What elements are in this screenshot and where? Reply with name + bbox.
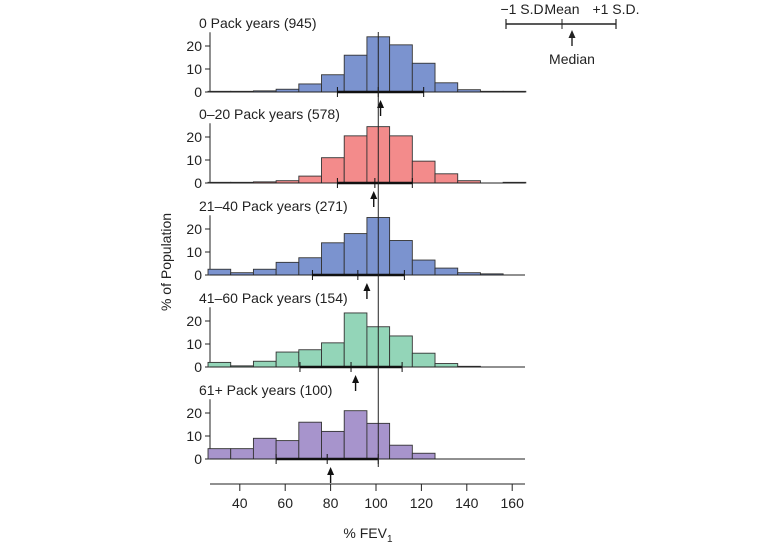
median-arrow-icon [327, 467, 335, 483]
y-tick-label: 20 [186, 129, 202, 145]
histogram-bar [321, 342, 345, 368]
y-axis-title: % of Population [158, 213, 174, 311]
histogram-bar [321, 74, 345, 93]
y-tick-label: 10 [186, 244, 202, 260]
histogram-bar [275, 261, 300, 276]
x-tick-label: 160 [501, 495, 525, 511]
x-axis: 40 60 80 100 120 140 160 [210, 483, 525, 511]
histogram-bar [298, 257, 322, 276]
histogram-bar [252, 268, 277, 276]
histogram-bar [411, 259, 436, 276]
panel-4: 61+ Pack years (100) 0 10 20 [186, 382, 525, 483]
histogram-bar [343, 312, 368, 368]
histogram-bar [252, 360, 277, 368]
histogram-bar [321, 242, 345, 276]
median-arrow-head [370, 191, 378, 199]
histogram-bar [434, 82, 459, 93]
y-tick-label: 0 [194, 267, 202, 283]
histogram-bar [207, 448, 232, 460]
median-arrow-icon [352, 375, 360, 391]
legend-plus-sd: +1 S.D. [592, 1, 639, 17]
y-tick-label: 20 [186, 38, 202, 54]
legend-mean: Mean [544, 1, 579, 17]
histogram-bar [411, 352, 436, 368]
histogram-bar [389, 240, 413, 276]
legend-median-arrow-icon [568, 30, 576, 46]
legend: −1 S.D. Mean +1 S.D. Median [500, 1, 639, 67]
y-tick-label: 0 [194, 84, 202, 100]
histogram-bar [252, 437, 277, 460]
histogram-bar [411, 452, 436, 460]
histogram-bar [321, 430, 345, 460]
panel-0: 0 Pack years (945) 0 10 20 [186, 15, 527, 116]
histogram-bar [230, 448, 254, 460]
histogram-bar [275, 351, 300, 368]
y-tick-label: 0 [194, 451, 202, 467]
panel-title: 61+ Pack years (100) [199, 382, 332, 398]
median-arrow-head [327, 467, 335, 475]
median-arrow-icon [370, 191, 378, 207]
median-arrow-icon [377, 100, 385, 116]
y-tick-label: 0 [194, 175, 202, 191]
panel-title: 41–60 Pack years (154) [199, 290, 348, 306]
panel-2: 21–40 Pack years (271) 0 10 20 [186, 198, 525, 299]
x-axis-title: % FEV1 [343, 525, 393, 545]
x-tick-label: 100 [364, 495, 388, 511]
median-arrow-head [363, 283, 371, 291]
panel-1: 0–20 Pack years (578) 0 10 20 [186, 106, 527, 207]
histogram-bar [389, 335, 413, 368]
histogram-bar [207, 361, 232, 368]
x-tick-label: 80 [323, 495, 339, 511]
histogram-bar [207, 268, 232, 276]
y-tick-label: 20 [186, 221, 202, 237]
median-arrow-icon [363, 283, 371, 299]
y-tick-label: 10 [186, 61, 202, 77]
panel-3: 41–60 Pack years (154) 0 10 20 [186, 290, 525, 391]
y-tick-label: 0 [194, 359, 202, 375]
histogram-bar [389, 44, 413, 93]
histogram-bar [434, 173, 459, 184]
histogram-bar [343, 233, 368, 276]
x-tick-label: 120 [410, 495, 434, 511]
histogram-bar [389, 135, 413, 184]
y-tick-label: 10 [186, 428, 202, 444]
panel-title: 0 Pack years (945) [199, 15, 317, 31]
histogram-bar [389, 444, 413, 460]
y-tick-label: 20 [186, 313, 202, 329]
y-tick-label: 10 [186, 152, 202, 168]
panel-title: 21–40 Pack years (271) [199, 198, 348, 214]
legend-median: Median [549, 51, 595, 67]
histogram-bar [321, 157, 345, 184]
x-axis-title-subscript: 1 [387, 534, 393, 545]
median-arrow-head [377, 100, 385, 108]
y-tick-label: 20 [186, 405, 202, 421]
histogram-bar [298, 83, 322, 93]
median-arrow-head [352, 375, 360, 383]
histogram-bar [343, 410, 368, 460]
histogram-bar [275, 440, 300, 460]
x-tick-label: 140 [455, 495, 479, 511]
histogram-bar [343, 135, 368, 184]
histogram-bar [298, 349, 322, 368]
x-tick-label: 60 [277, 495, 293, 511]
histogram-bar [298, 175, 322, 184]
panel-title: 0–20 Pack years (578) [199, 106, 340, 122]
histogram-bar [298, 421, 322, 460]
x-axis-title-text: % FEV [343, 525, 387, 541]
legend-minus-sd: −1 S.D. [500, 1, 547, 17]
histogram-bar [411, 160, 436, 184]
histogram-bar [343, 54, 368, 93]
y-tick-label: 10 [186, 336, 202, 352]
x-tick-label: 40 [232, 495, 248, 511]
histogram-bar [434, 363, 459, 368]
histogram-bar [434, 267, 459, 276]
